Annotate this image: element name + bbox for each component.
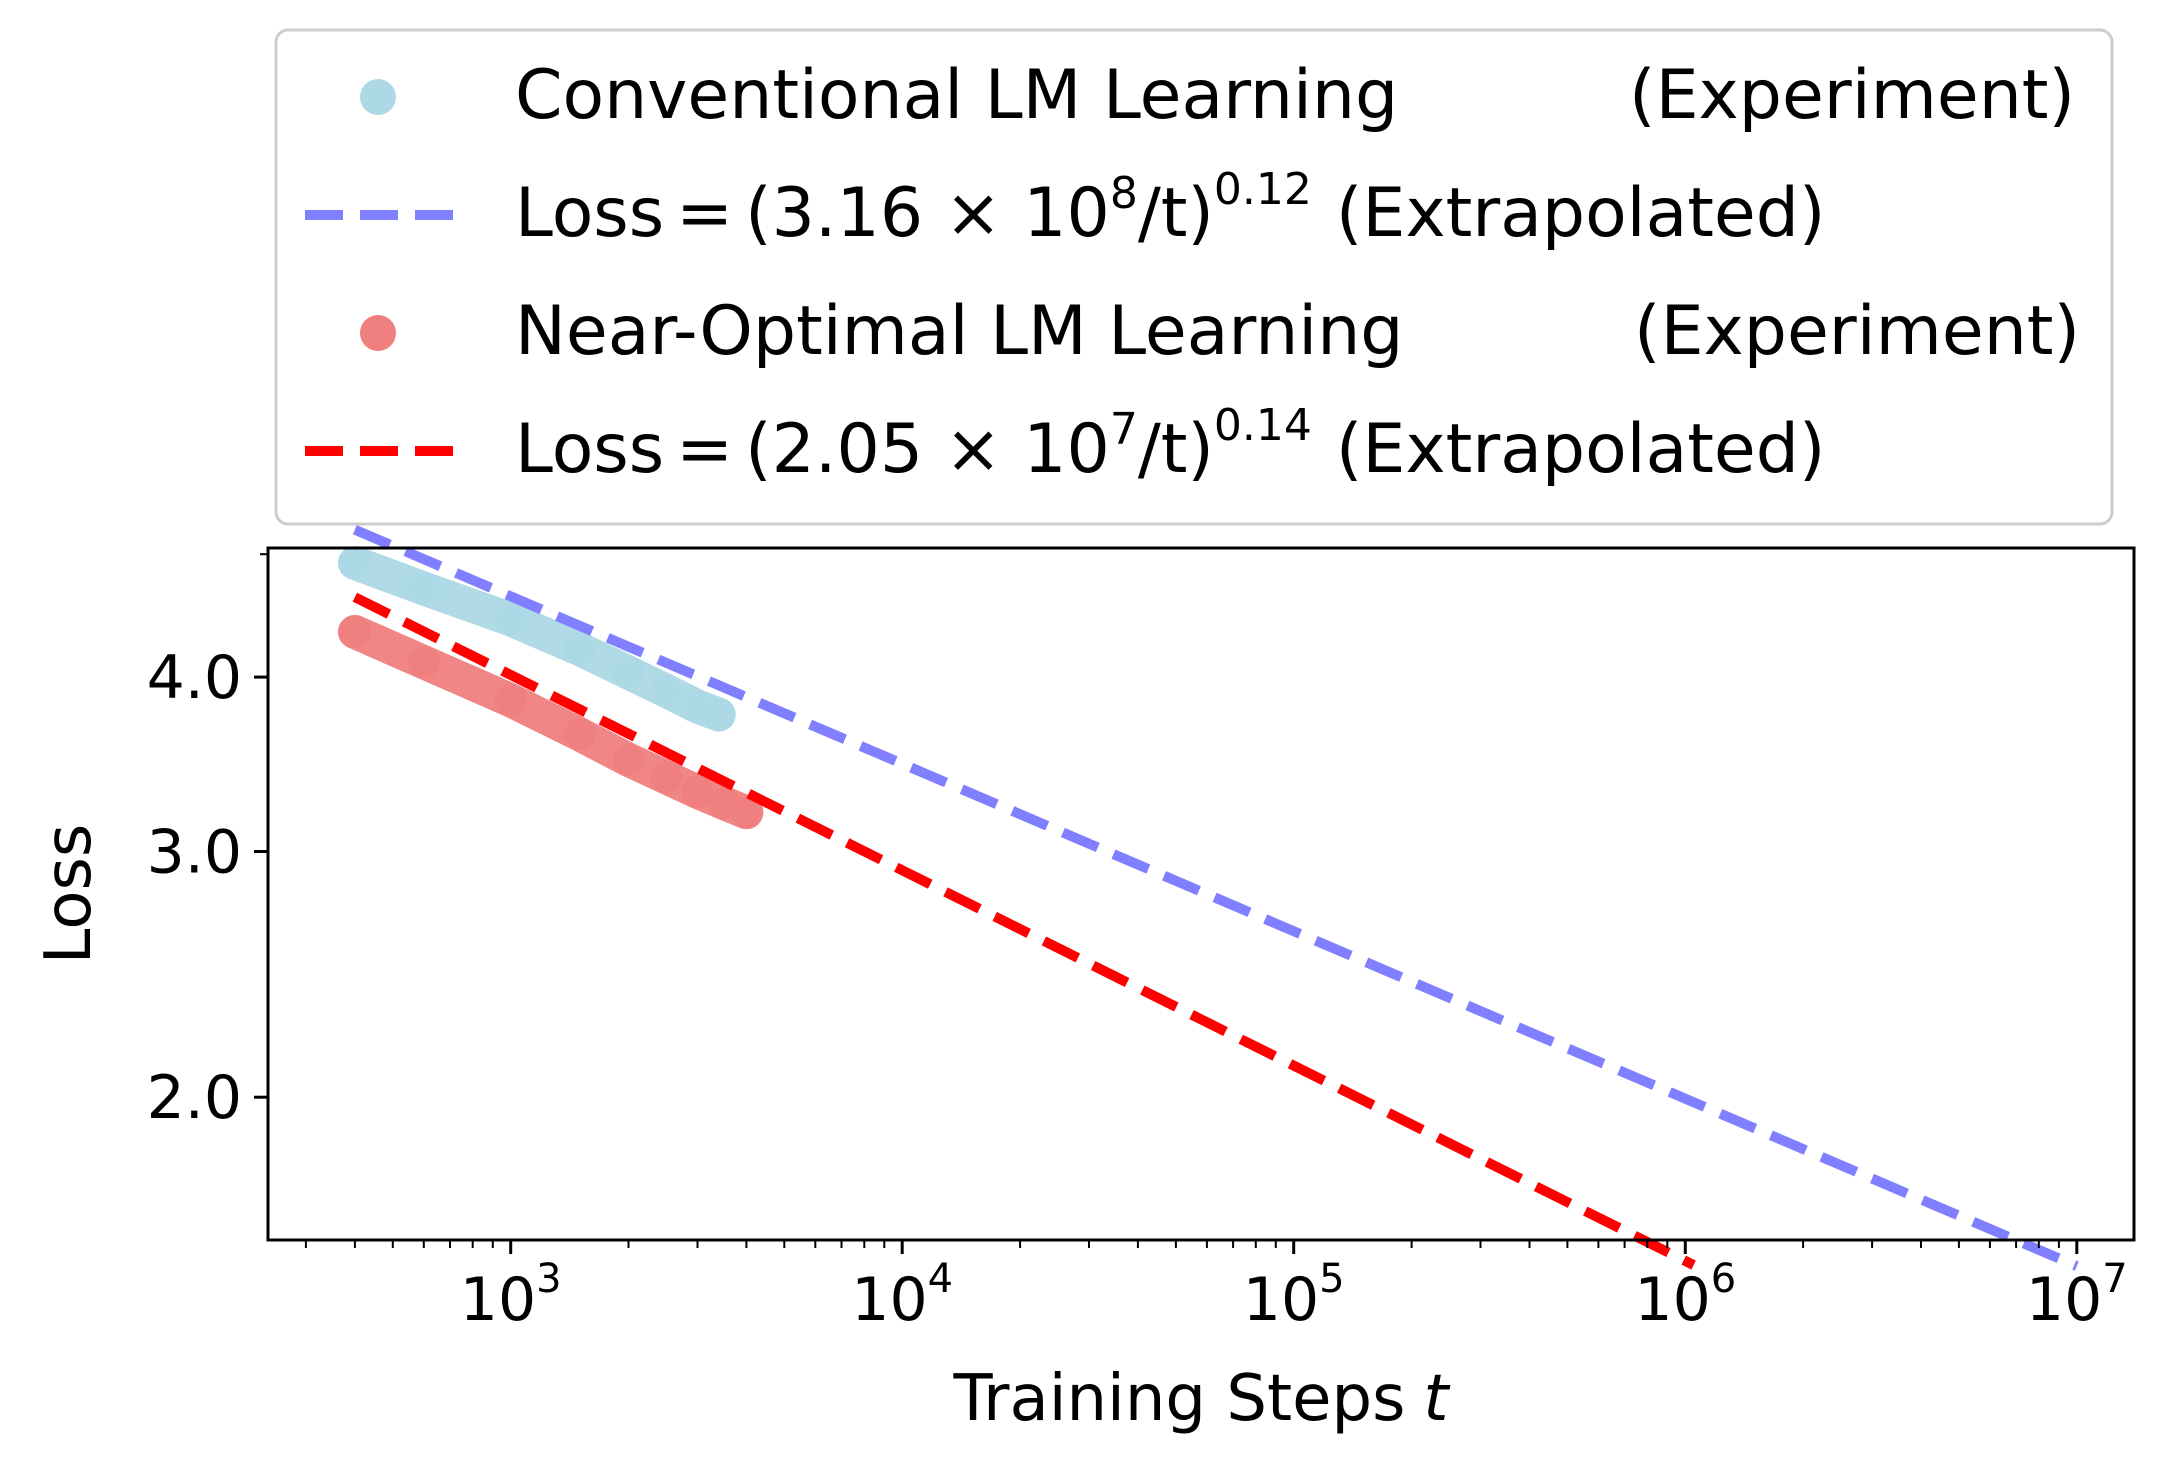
- legend-label-near-optimal-fit: Loss = (2.05 × 107/t)0.14 (Extrapolated): [515, 400, 1825, 489]
- x-tick-label: 107: [2026, 1256, 2128, 1335]
- x-tick-label-base: 10: [851, 1265, 927, 1335]
- y-tick-label: 2.0: [147, 1063, 242, 1133]
- x-tick-label-exp: 3: [536, 1256, 561, 1302]
- series-conventional-experiment-point: [612, 656, 645, 689]
- legend-tag-near-optimal: (Experiment): [1634, 292, 2080, 371]
- legend-frame: [274, 28, 2114, 526]
- legend-tag-conventional: (Experiment): [1629, 56, 2075, 135]
- legend-fit-formula-exp: 8: [1110, 168, 1138, 219]
- series-conventional-experiment-point: [338, 546, 371, 579]
- series-near-optimal-experiment-point: [563, 718, 596, 751]
- x-tick-label: 104: [851, 1256, 953, 1335]
- x-tick-label-exp: 5: [1319, 1256, 1344, 1302]
- legend-fit-equals: =: [676, 174, 733, 253]
- series-conventional-fit-line: [352, 525, 2079, 1271]
- legend-fit-formula-exp: 7: [1110, 404, 1138, 455]
- x-axis-label-var: t: [1423, 1362, 1451, 1436]
- series-near-optimal-fit-line: [352, 592, 1696, 1270]
- series-conventional-experiment-point: [563, 633, 596, 665]
- series-near-optimal-experiment-point: [338, 615, 371, 648]
- y-tick-label: 4.0: [147, 643, 242, 713]
- series-near-optimal-experiment-point: [730, 796, 763, 829]
- x-tick-label: 105: [1243, 1256, 1345, 1335]
- series-near-optimal-experiment-point: [650, 761, 683, 794]
- legend-label-conventional: Conventional LM Learning: [515, 56, 1398, 135]
- legend-label-near-optimal: Near-Optimal LM Learning: [515, 292, 1403, 371]
- legend-fit-formula-tail: /t): [1138, 174, 1214, 253]
- legend-fit-name: Loss: [515, 174, 664, 253]
- legend-marker-near-optimal-experiment: [360, 315, 396, 351]
- x-axis-label-text: Training Steps: [952, 1362, 1405, 1436]
- plot-area: 103 104 105 106 107 2.03.04.0: [147, 525, 2136, 1335]
- series-near-optimal-experiment-point: [494, 684, 527, 717]
- legend-fit-formula-tail: /t): [1138, 410, 1214, 489]
- x-tick-label-exp: 4: [928, 1256, 953, 1302]
- y-axis-label: Loss: [32, 824, 106, 964]
- legend-fit-formula: (2.05 × 10: [745, 410, 1110, 489]
- y-ticks: 2.0 3.0 4.0: [147, 553, 268, 1133]
- series-near-optimal-experiment-point: [407, 646, 440, 679]
- legend-fit-tag: (Extrapolated): [1336, 174, 1826, 253]
- x-tick-label: 103: [460, 1256, 562, 1335]
- series-conventional-experiment-point: [407, 572, 440, 605]
- x-ticks: 103 104 105 106 107: [304, 1240, 2128, 1335]
- x-tick-label-exp: 6: [1711, 1256, 1736, 1302]
- x-tick-label-base: 10: [1243, 1265, 1319, 1335]
- legend-fit-name: Loss: [515, 410, 664, 489]
- legend-label-conventional-fit: Loss = (3.16 × 108/t)0.12 (Extrapolated): [515, 164, 1825, 253]
- legend-fit-tag: (Extrapolated): [1336, 410, 1826, 489]
- x-tick-label-base: 10: [2026, 1265, 2102, 1335]
- x-axis-label: Training Steps t: [952, 1362, 1451, 1436]
- axes-frame: [266, 546, 2136, 1242]
- legend: Conventional LM Learning (Experiment) Lo…: [274, 28, 2114, 526]
- x-tick-label: 106: [1634, 1256, 1736, 1335]
- legend-marker-conventional-experiment: [360, 79, 396, 115]
- legend-fit-power: 0.12: [1214, 164, 1312, 215]
- series-layer: [337, 525, 2079, 1271]
- series-near-optimal-experiment-point: [612, 743, 645, 776]
- x-tick-label-exp: 7: [2102, 1256, 2127, 1302]
- y-tick-label: 3.0: [147, 818, 242, 888]
- legend-fit-power: 0.14: [1214, 400, 1312, 451]
- x-tick-label-base: 10: [460, 1265, 536, 1335]
- x-tick-label-base: 10: [1634, 1265, 1710, 1335]
- series-near-optimal-experiment-point: [681, 775, 714, 808]
- series-conventional-experiment-point: [702, 698, 735, 731]
- legend-fit-equals: =: [676, 410, 733, 489]
- series-conventional-experiment-point: [494, 603, 527, 636]
- legend-fit-formula: (3.16 × 10: [745, 174, 1110, 253]
- series-conventional-experiment-point: [650, 674, 683, 707]
